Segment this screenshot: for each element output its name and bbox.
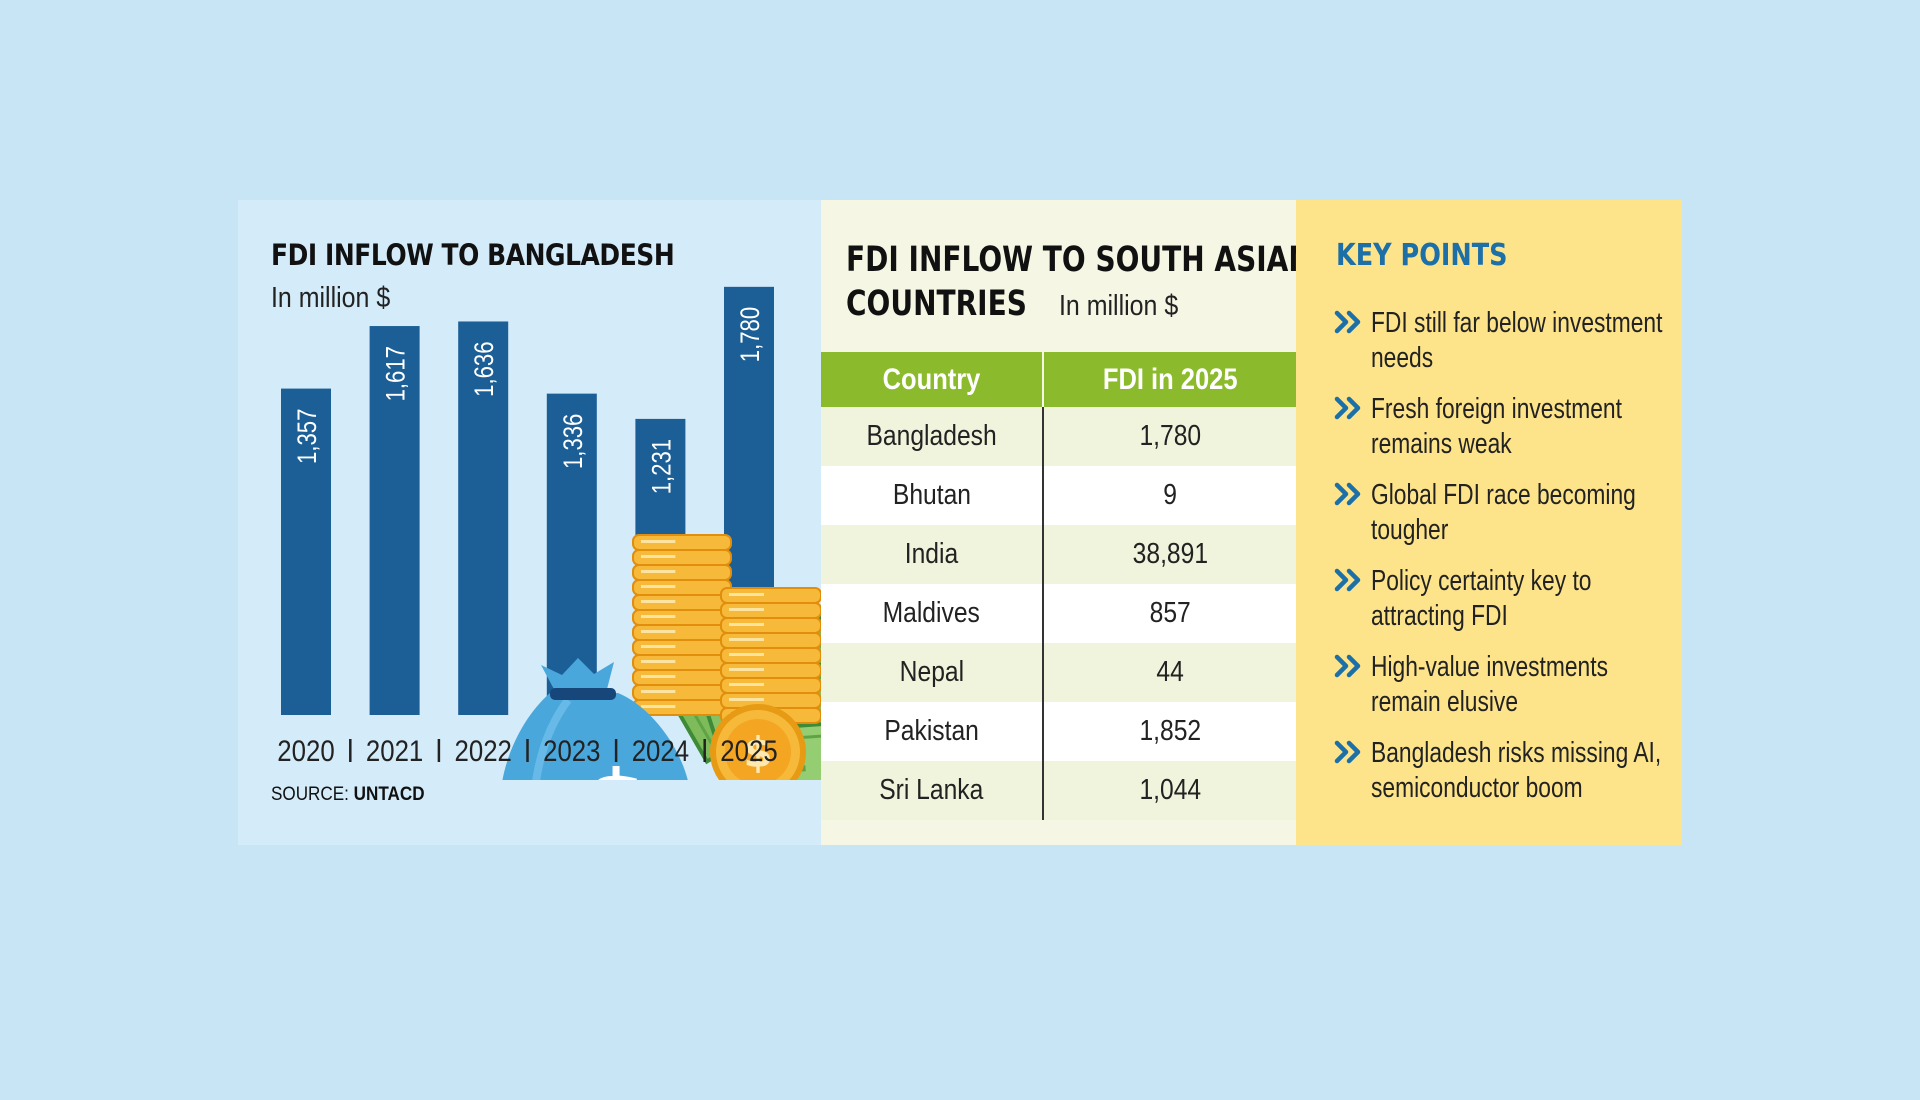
key-point-text: High-value investments remain elusive [1371,651,1608,718]
key-point-text: Bangladesh risks missing AI, semiconduct… [1371,737,1662,804]
money-illustration: $ $ [502,534,821,780]
country-cell: India [821,525,1044,584]
country-cell: Pakistan [821,702,1044,761]
fdi-value-cell: 9 [1043,466,1296,525]
table-title: FDI INFLOW TO SOUTH ASIAN COUNTRIES [846,238,1312,326]
money-bag-icon: $ [502,658,688,780]
fdi-value-cell: 1,780 [1043,407,1296,466]
x-tick-label: 2023 [543,734,600,767]
column-header-country: Country [821,352,1044,407]
key-point-item: Global FDI race becoming tougher [1334,478,1674,564]
table-row: Pakistan 1,852 [821,702,1296,761]
country-cell: Nepal [821,643,1044,702]
double-chevron-right-icon [1334,482,1361,506]
country-cell: Sri Lanka [821,761,1044,820]
svg-text:$: $ [743,728,772,777]
country-cell: Maldives [821,584,1044,643]
column-header-fdi: FDI in 2025 [1043,352,1296,407]
x-tick-label: 2025 [720,734,777,767]
key-points-panel: KEY POINTS FDI still far below investmen… [1296,200,1682,845]
table-header-row: Country FDI in 2025 [821,352,1296,407]
fdi-value-cell: 1,852 [1043,702,1296,761]
table-title-line-2: COUNTRIES [846,284,1027,324]
key-point-item: Policy certainty key to attracting FDI [1334,564,1674,650]
key-point-text: Global FDI race becoming tougher [1371,479,1636,546]
fdi-value-cell: 38,891 [1043,525,1296,584]
x-tick-label: 2022 [455,734,512,767]
bar-value-label: 1,780 [736,307,766,362]
fdi-value-cell: 44 [1043,643,1296,702]
bar-value-label: 1,617 [382,346,412,401]
coin-stack-icon: $ [632,534,821,780]
bar-value-label: 1,357 [293,409,323,464]
country-cell: Bangladesh [821,407,1044,466]
table-title-line-1: FDI INFLOW TO SOUTH ASIAN [846,240,1312,280]
bar-value-label: 1,231 [647,439,677,494]
bar-2020 [281,388,331,715]
table-row: India 38,891 [821,525,1296,584]
fdi-value-cell: 857 [1043,584,1296,643]
key-points-list: FDI still far below investment needs Fres… [1334,306,1674,822]
chart-title: FDI INFLOW TO BANGLADESH [271,238,675,272]
table-row: Bhutan 9 [821,466,1296,525]
fdi-value-cell: 1,044 [1043,761,1296,820]
x-axis-ticks: 2020 2021 2022 2023 2024 2025 [277,734,777,767]
chart-subtitle: In million $ [271,282,391,314]
bangladesh-fdi-panel: FDI INFLOW TO BANGLADESH In million $ [238,200,821,845]
bar-value-label: 1,636 [470,341,500,396]
table-unit: In million $ [1059,290,1179,322]
x-tick-label: 2024 [632,734,689,767]
table-row: Sri Lanka 1,044 [821,761,1296,820]
table-row: Maldives 857 [821,584,1296,643]
south-asia-fdi-panel: FDI INFLOW TO SOUTH ASIAN COUNTRIES In m… [821,200,1312,845]
value-labels-group: 1,357 1,617 1,636 1,336 1,231 1,780 [293,307,766,494]
x-tick-label: 2020 [277,734,334,767]
double-chevron-right-icon [1334,310,1361,334]
fdi-table: Country FDI in 2025 Bangladesh 1,780 Bhuta… [821,352,1296,820]
double-chevron-right-icon [1334,740,1361,764]
key-point-text: Fresh foreign investment remains weak [1371,393,1622,460]
bar-2021 [369,326,420,715]
bar-2022 [458,321,509,715]
double-chevron-right-icon [1334,568,1361,592]
source-prefix: SOURCE: [271,784,349,805]
key-point-item: Fresh foreign investment remains weak [1334,392,1674,478]
table-row: Nepal 44 [821,643,1296,702]
table-row: Bangladesh 1,780 [821,407,1296,466]
infographic: FDI INFLOW TO BANGLADESH In million $ [238,200,1682,845]
key-point-text: Policy certainty key to attracting FDI [1371,565,1592,632]
key-points-title: KEY POINTS [1336,238,1508,273]
source-note: SOURCE: UNTACD [271,784,425,806]
double-chevron-right-icon [1334,654,1361,678]
key-point-item: Bangladesh risks missing AI, semiconduct… [1334,736,1674,822]
key-point-text: FDI still far below investment needs [1371,307,1663,374]
double-chevron-right-icon [1334,396,1361,420]
key-point-item: FDI still far below investment needs [1334,306,1674,392]
country-cell: Bhutan [821,466,1044,525]
source-name: UNTACD [353,784,425,805]
table-body: Bangladesh 1,780 Bhutan 9 India 38,891 Maldive… [821,407,1296,820]
bar-2023 [546,393,597,715]
key-point-item: High-value investments remain elusive [1334,650,1674,736]
bar-value-label: 1,336 [559,414,589,469]
x-tick-label: 2021 [366,734,423,767]
